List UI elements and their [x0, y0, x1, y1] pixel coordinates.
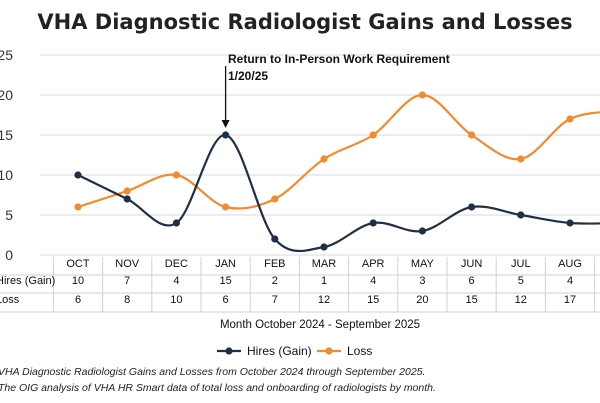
data-point-loss-jan [222, 203, 230, 211]
x-tick-label-jul: JUL [511, 258, 531, 270]
x-tick-label-may: MAY [411, 258, 435, 270]
table-cell-0-may: 3 [419, 275, 425, 287]
data-point-loss-jul [517, 155, 525, 163]
x-tick-label-aug: AUG [558, 258, 582, 270]
data-point-hires-gain-may [418, 227, 426, 235]
caption-line1: VHA Diagnostic Radiologist Gains and Los… [0, 366, 425, 378]
table-cell-0-apr: 4 [370, 275, 376, 287]
legend-marker-loss [325, 347, 333, 355]
data-point-hires-gain-mar [320, 243, 328, 251]
table-cell-0-oct: 10 [72, 275, 84, 287]
grid [40, 54, 600, 256]
data-table: OCTNOVDECJANFEBMARAPRMAYJUNJULAUGSEPHire… [0, 257, 600, 313]
data-point-hires-gain-oct [74, 171, 82, 179]
data-point-hires-gain-jan [222, 131, 230, 139]
table-cell-1-may: 20 [416, 294, 428, 306]
x-tick-label-apr: APR [362, 258, 385, 270]
legend-label-loss: Loss [347, 344, 372, 358]
x-tick-label-jan: JAN [215, 258, 236, 270]
chart-title: VHA Diagnostic Radiologist Gains and Los… [37, 10, 572, 34]
y-tick-label-25: 25 [0, 47, 13, 63]
data-point-loss-mar [320, 155, 328, 163]
y-tick-label-5: 5 [5, 207, 13, 223]
table-cell-1-dec: 10 [170, 294, 182, 306]
table-cell-1-mar: 12 [318, 294, 330, 306]
table-cell-1-jun: 15 [465, 294, 477, 306]
data-point-loss-apr [369, 131, 377, 139]
x-tick-label-oct: OCT [66, 258, 90, 270]
data-point-hires-gain-jul [517, 211, 525, 219]
table-cell-0-nov: 7 [124, 275, 130, 287]
series-line-hires-gain [77, 133, 600, 253]
data-point-hires-gain-apr [369, 219, 377, 227]
data-point-loss-jun [468, 131, 476, 139]
table-cell-1-nov: 8 [124, 294, 130, 306]
y-tick-label-15: 15 [0, 127, 13, 143]
y-tick-label-0: 0 [5, 247, 13, 263]
legend: Hires (Gain) Loss [217, 344, 372, 358]
data-point-loss-feb [271, 195, 279, 203]
data-point-loss-dec [172, 171, 180, 179]
data-point-loss-oct [74, 203, 82, 211]
legend-marker-hires-gain [225, 347, 233, 355]
caption: VHA Diagnostic Radiologist Gains and Los… [0, 366, 436, 394]
table-cell-1-aug: 17 [564, 294, 576, 306]
table-row-label-1: Loss [0, 294, 20, 306]
data-point-hires-gain-jun [468, 203, 476, 211]
legend-label-hires-gain: Hires (Gain) [247, 344, 312, 358]
series-line-loss [77, 93, 600, 210]
annotation-arrow-head [221, 120, 230, 128]
table-cell-1-jul: 12 [515, 294, 527, 306]
table-cell-0-dec: 4 [173, 275, 179, 287]
y-tick-label-10: 10 [0, 167, 13, 183]
data-point-hires-gain-dec [172, 219, 180, 227]
data-point-hires-gain-aug [566, 219, 574, 227]
x-tick-label-feb: FEB [264, 258, 285, 270]
x-tick-label-nov: NOV [115, 258, 140, 270]
table-cell-0-mar: 1 [321, 275, 327, 287]
x-axis-label: Month October 2024 - September 2025 [220, 319, 420, 331]
series [74, 91, 600, 253]
table-cell-0-aug: 4 [567, 275, 573, 287]
annotation-text-line1: Return to In-Person Work Requirement [228, 52, 450, 66]
x-tick-label-jun: JUN [461, 258, 482, 270]
table-cell-0-jan: 15 [219, 275, 231, 287]
annotation: Return to In-Person Work Requirement 1/2… [221, 52, 450, 128]
table-cell-1-jan: 6 [223, 294, 229, 306]
x-tick-label-mar: MAR [312, 258, 337, 270]
table-cell-1-apr: 15 [367, 294, 379, 306]
data-point-loss-aug [566, 115, 574, 123]
table-cell-1-feb: 7 [272, 294, 278, 306]
data-point-hires-gain-nov [123, 195, 131, 203]
data-point-loss-nov [123, 187, 131, 195]
y-tick-label-20: 20 [0, 87, 13, 103]
table-row-label-0: Hires (Gain) [0, 275, 55, 287]
table-cell-0-jun: 6 [469, 275, 475, 287]
table-cell-0-feb: 2 [272, 275, 278, 287]
y-axis: 0 5 10 15 20 25 [0, 47, 13, 263]
table-cell-1-oct: 6 [75, 294, 81, 306]
caption-line2: The OIG analysis of VHA HR Smart data of… [0, 382, 436, 394]
x-tick-label-dec: DEC [165, 258, 188, 270]
annotation-text-line2: 1/20/25 [228, 69, 268, 83]
data-point-loss-may [418, 91, 426, 99]
data-point-hires-gain-feb [271, 235, 279, 243]
table-cell-0-jul: 5 [518, 275, 524, 287]
